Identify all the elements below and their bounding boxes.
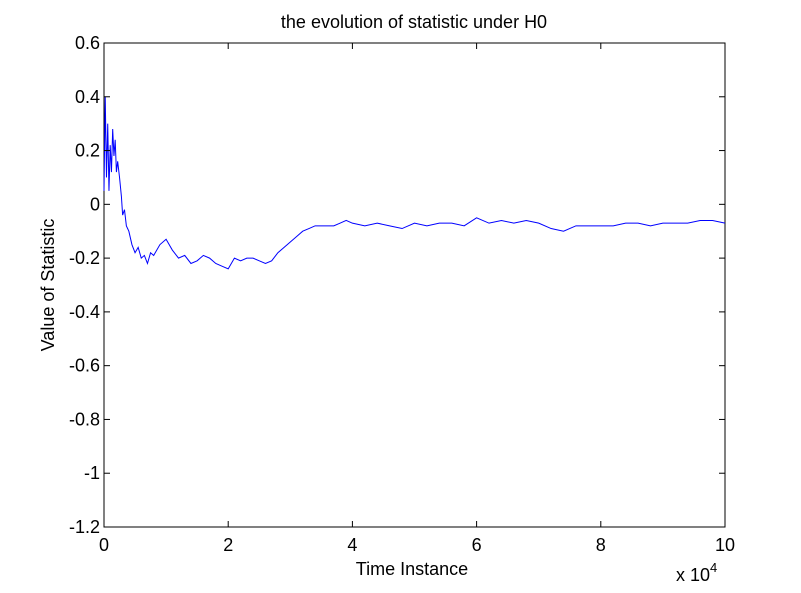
y-tick-label: 0.2	[75, 141, 100, 161]
chart-title: the evolution of statistic under H0	[281, 12, 547, 32]
series-line	[103, 96, 726, 270]
ticks-layer: 0 2 4 6 8 10 0.6 0.4 0.2 0 -0.2 -0.4 -0.6 -0.8 -1 -1.2	[69, 33, 735, 555]
x-tick-label: 8	[596, 535, 606, 555]
x-tick-label: 4	[347, 535, 357, 555]
x-tick-label: 2	[223, 535, 233, 555]
x-axis-multiplier: x 104	[676, 560, 717, 585]
x-tick-label: 0	[99, 535, 109, 555]
x-axis-multiplier-base: x 10	[676, 565, 710, 585]
y-tick-label: -0.2	[69, 248, 100, 268]
y-tick-label: 0	[90, 194, 100, 214]
x-axis-label: Time Instance	[356, 559, 468, 579]
y-axis-label: Value of Statistic	[38, 219, 58, 352]
x-axis-multiplier-exponent: 4	[710, 560, 717, 575]
series-layer	[103, 96, 726, 270]
x-tick-label: 10	[715, 535, 735, 555]
y-tick-label: -0.6	[69, 356, 100, 376]
x-tick-label: 6	[472, 535, 482, 555]
y-tick-label: -0.4	[69, 302, 100, 322]
y-tick-label: -0.8	[69, 409, 100, 429]
axes-box	[103, 42, 726, 528]
y-tick-label: -1	[84, 463, 100, 483]
y-tick-label: 0.4	[75, 87, 100, 107]
plot-area: 0 2 4 6 8 10 0.6 0.4 0.2 0 -0.2 -0.4 -0.6 -0.8 -1 -1.2	[69, 33, 735, 555]
y-tick-label: 0.6	[75, 33, 100, 53]
y-tick-label: -1.2	[69, 517, 100, 537]
